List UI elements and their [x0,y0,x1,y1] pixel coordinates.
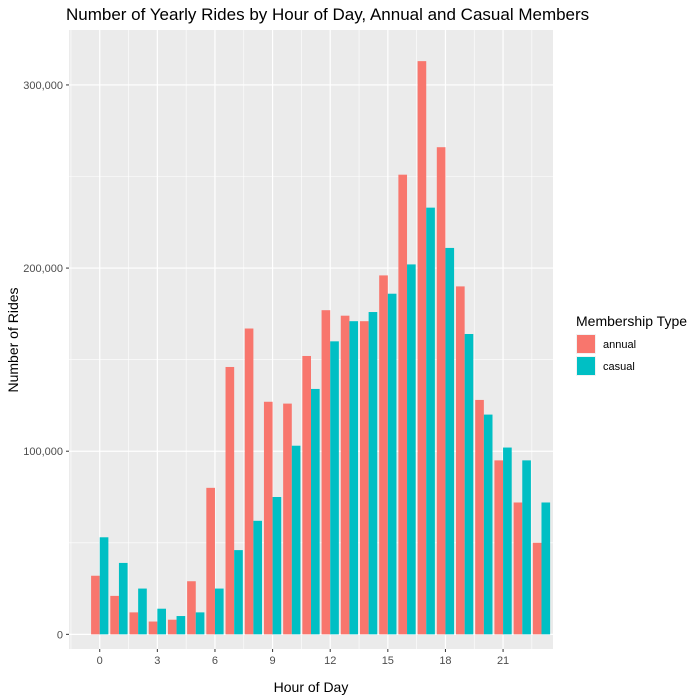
legend-swatch-annual [577,335,595,353]
x-tick-label: 12 [324,655,336,667]
bar-annual-hour-21 [494,460,504,635]
x-tick-label: 0 [97,655,103,667]
bar-annual-hour-19 [456,286,465,635]
bar-annual-hour-4 [167,619,177,635]
bar-annual-hour-12 [321,310,331,635]
bar-annual-hour-20 [475,399,484,635]
y-tick-label: 0 [57,629,63,641]
bar-casual-hour-5 [195,612,205,635]
bar-annual-hour-2 [129,612,139,635]
chart-title: Number of Yearly Rides by Hour of Day, A… [66,5,589,24]
legend-title: Membership Type [576,313,687,329]
bar-annual-hour-13 [340,315,350,635]
bar-casual-hour-19 [464,334,474,635]
bar-casual-hour-10 [291,445,301,635]
bar-annual-hour-23 [532,542,542,635]
bar-casual-hour-16 [407,264,416,635]
bar-casual-hour-2 [138,588,147,635]
bar-casual-hour-23 [541,502,551,635]
x-tick-label: 18 [439,655,451,667]
bar-casual-hour-0 [99,537,109,635]
bar-annual-hour-15 [379,275,388,635]
x-tick-label: 9 [270,655,276,667]
bar-casual-hour-15 [387,293,397,635]
y-axis-ticks: 0 100,000 200,000 300,000 [23,80,69,641]
x-tick-label: 3 [154,655,160,667]
y-tick-label: 100,000 [23,446,63,458]
bar-annual-hour-17 [417,61,427,635]
x-axis-title: Hour of Day [274,679,349,695]
bar-casual-hour-7 [234,550,243,635]
bar-annual-hour-3 [148,621,158,635]
bar-annual-hour-18 [436,147,446,635]
x-tick-label: 21 [497,655,509,667]
bar-annual-hour-14 [359,321,369,635]
bar-casual-hour-11 [311,388,320,635]
legend-label-casual: casual [603,361,635,373]
bar-annual-hour-8 [244,328,254,635]
bar-casual-hour-14 [368,312,378,635]
x-tick-label: 15 [382,655,394,667]
legend-label-annual: annual [603,339,636,351]
y-axis-title: Number of Rides [5,287,21,392]
legend-swatch-casual [577,357,595,375]
bar-annual-hour-0 [91,575,100,635]
y-tick-label: 300,000 [23,80,63,92]
bar-casual-hour-13 [349,321,359,635]
bar-casual-hour-22 [522,460,531,635]
bar-casual-hour-12 [330,341,339,635]
bar-casual-hour-8 [253,520,263,635]
bar-casual-hour-4 [176,616,186,635]
bar-annual-hour-11 [302,355,311,635]
bar-annual-hour-6 [206,487,215,635]
bar-casual-hour-6 [214,588,224,635]
x-tick-label: 6 [212,655,218,667]
bar-casual-hour-1 [118,562,128,635]
bar-casual-hour-20 [483,414,493,635]
bar-casual-hour-21 [503,447,512,635]
bar-annual-hour-7 [225,366,235,635]
bar-annual-hour-9 [263,401,273,635]
bar-annual-hour-22 [513,502,523,635]
bar-annual-hour-5 [187,581,196,635]
bar-casual-hour-3 [157,608,166,635]
legend: Membership Type annual casual [576,313,687,376]
bar-casual-hour-9 [272,496,282,635]
bar-annual-hour-10 [283,403,292,635]
bar-annual-hour-16 [398,174,408,635]
x-axis-ticks: 0 3 6 9 12 15 18 21 [97,649,509,667]
bar-annual-hour-1 [110,595,119,635]
bar-casual-hour-18 [445,247,455,635]
bars [91,61,551,635]
bar-casual-hour-17 [426,207,435,635]
y-tick-label: 200,000 [23,263,63,275]
